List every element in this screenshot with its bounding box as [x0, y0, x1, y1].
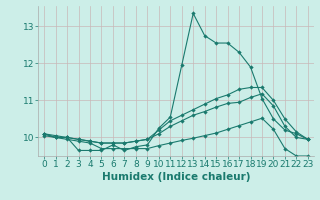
X-axis label: Humidex (Indice chaleur): Humidex (Indice chaleur)	[102, 172, 250, 182]
